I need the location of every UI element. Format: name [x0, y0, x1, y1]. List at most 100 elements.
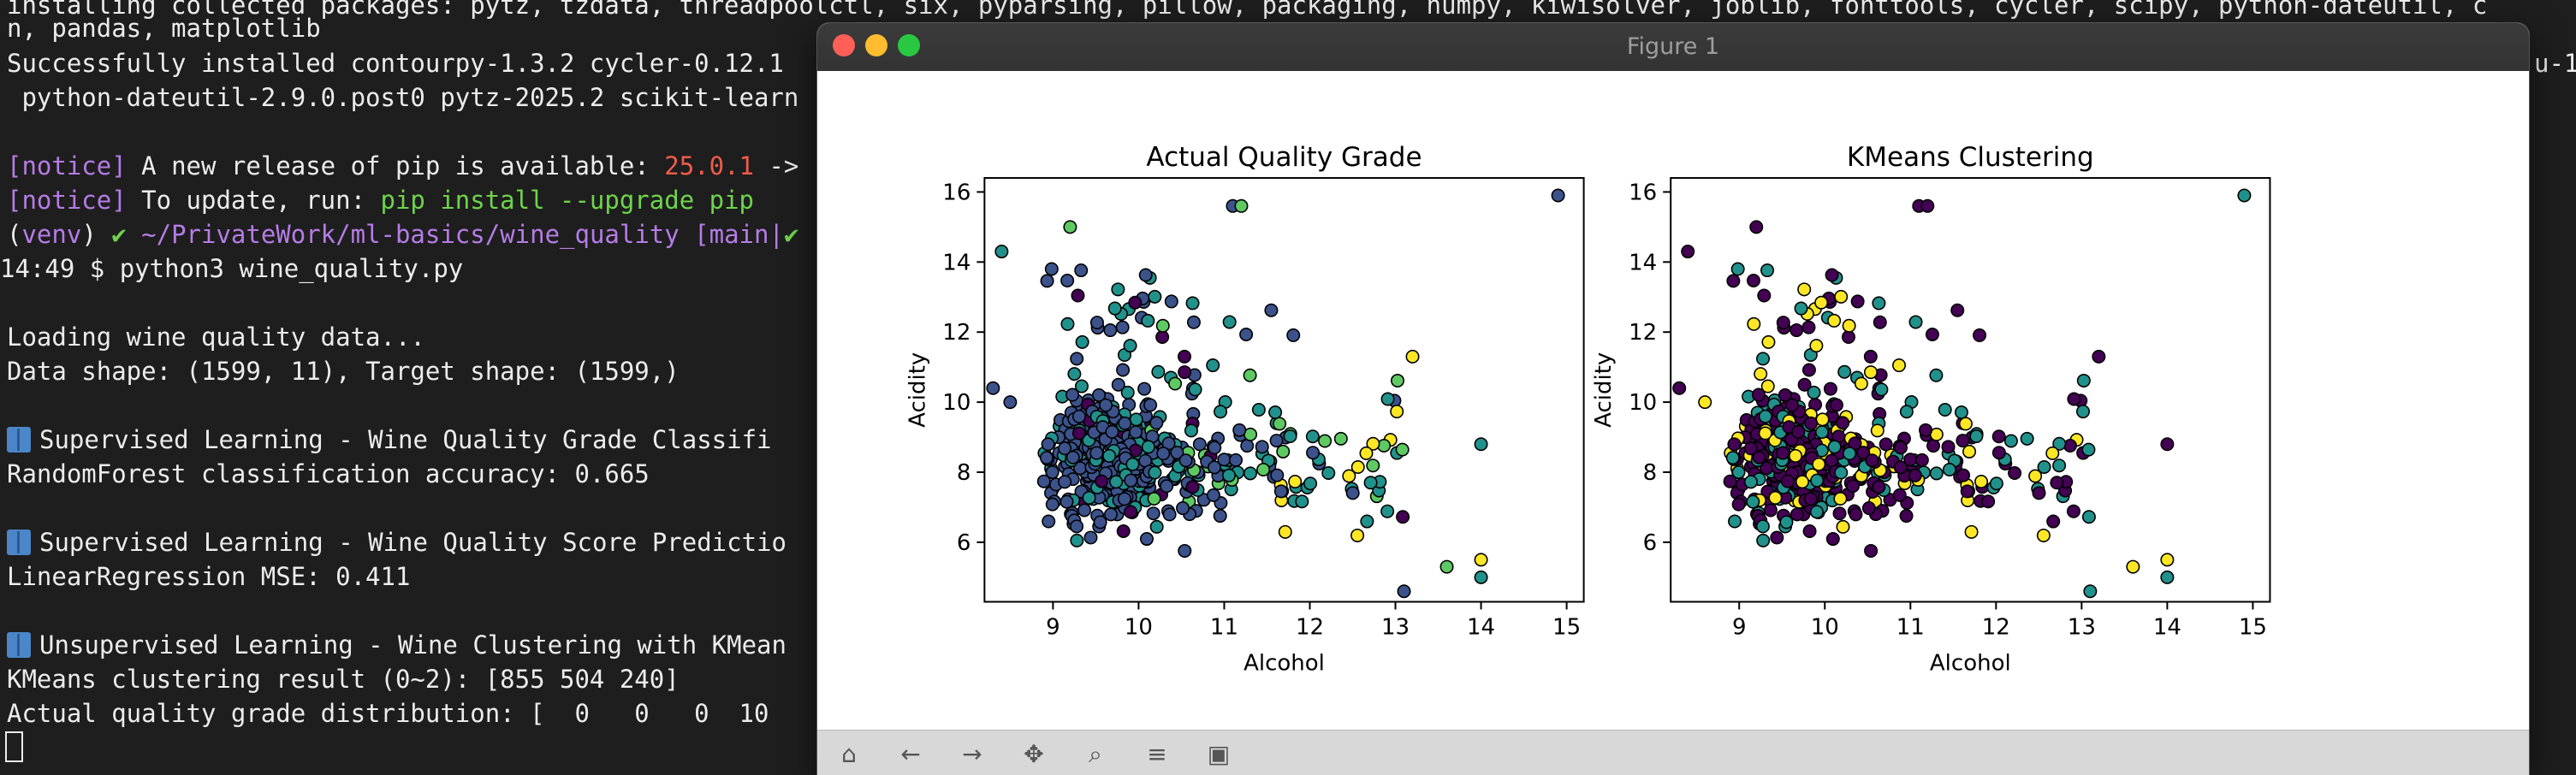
y-tick-label: 8 — [1643, 460, 1658, 486]
scatter-point — [1109, 475, 1124, 489]
scatter-point — [1807, 385, 1821, 399]
x-tick-label: 14 — [1467, 615, 1495, 641]
scatter-point — [1893, 441, 1908, 455]
minimize-button[interactable] — [865, 34, 887, 56]
scatter-point — [1768, 490, 1783, 505]
scatter-point — [1964, 524, 1979, 539]
zoom-button[interactable] — [898, 34, 920, 56]
scatter-point — [1832, 506, 1847, 521]
home-icon[interactable]: ⌂ — [841, 740, 857, 768]
scatter-point — [1814, 425, 1829, 440]
terminal-cursor[interactable] — [5, 731, 23, 765]
scatter-point — [1213, 509, 1227, 524]
scatter-point — [1156, 447, 1171, 461]
book-icon — [7, 427, 31, 453]
x-tick-label: 12 — [1982, 615, 2010, 641]
scatter-point — [1186, 315, 1201, 329]
x-tick-label: 11 — [1896, 615, 1925, 641]
prompt-venv: venv — [21, 220, 82, 249]
scatter-point — [1380, 392, 1395, 406]
save-icon[interactable]: ▣ — [1207, 740, 1231, 768]
scatter-point — [1345, 486, 1360, 500]
x-tick-label: 13 — [2068, 615, 2096, 641]
scatter-point — [2020, 431, 2034, 446]
scatter-point — [1040, 274, 1054, 288]
scatter-point — [1074, 263, 1089, 278]
scatter-point — [994, 245, 1009, 259]
y-tick-label: 14 — [942, 250, 970, 275]
scatter-point — [2126, 559, 2140, 574]
y-tick-label: 14 — [1629, 250, 1657, 275]
figure-canvas[interactable]: 9 10 11 12 13 14 15 6 8 10 12 14 16 Actual Quality Gr… — [817, 71, 2529, 775]
scatter-point — [1333, 431, 1348, 446]
scatter-point — [1208, 460, 1222, 475]
scatter-point — [1791, 424, 1806, 439]
scatter-point — [1743, 475, 1758, 489]
scatter-point — [1083, 530, 1098, 545]
figure-svg: 9 10 11 12 13 14 15 6 8 10 12 14 16 Actual Quality Gr… — [905, 142, 2271, 677]
scatter-point — [1908, 315, 1923, 329]
scatter-point — [1178, 349, 1192, 364]
output-line: LinearRegression MSE: 0.411 — [7, 562, 411, 591]
scatter-point — [1780, 474, 1795, 488]
scatter-point — [1908, 468, 1922, 482]
scatter-point — [1178, 453, 1193, 468]
scatter-point — [1754, 367, 1768, 382]
scatter-point — [1863, 349, 1878, 364]
scatter-point — [1837, 364, 1852, 379]
figure-window[interactable]: Figure 1 9 10 11 12 13 14 15 6 8 10 12 14 16 Actual Q… — [817, 23, 2529, 775]
scatter-point — [1264, 303, 1279, 317]
close-button[interactable] — [833, 34, 855, 56]
scatter-point — [1814, 295, 1829, 310]
scatter-point — [1350, 459, 1365, 474]
y-tick-label: 6 — [957, 530, 971, 556]
back-icon[interactable]: ← — [900, 740, 921, 768]
scatter-point — [1363, 476, 1378, 490]
scatter-point — [1725, 451, 1740, 465]
scatter-point — [1746, 494, 1760, 509]
scatter-point — [1730, 262, 1745, 276]
scatter-point — [1155, 318, 1170, 333]
configure-subplots-icon[interactable]: ≡ — [1147, 740, 1167, 768]
scatter-point — [1954, 405, 1968, 420]
scatter-point — [1865, 453, 1879, 468]
pan-icon[interactable]: ✥ — [1024, 740, 1044, 768]
scatter-point — [1303, 476, 1318, 491]
zoom-icon[interactable]: ⌕ — [1089, 740, 1102, 768]
scatter-point — [1170, 446, 1184, 460]
scatter-point — [1168, 376, 1183, 391]
scatter-point — [1942, 462, 1956, 476]
prompt-time: 14:49 — [0, 254, 75, 283]
scatter-point — [1240, 439, 1255, 453]
scatter-point — [1757, 288, 1772, 303]
scatter-point — [1850, 294, 1865, 309]
scatter-point — [1474, 553, 1488, 567]
scatter-point — [1342, 469, 1356, 483]
scatter-point — [1842, 318, 1856, 333]
shell-prompt: (venv) ✔ ~/PrivateWork/ml-basics/wine_qu… — [7, 217, 798, 251]
scatter-point — [1795, 475, 1809, 489]
terminal-line: installing collected packages: pytz, tzd… — [7, 0, 2487, 22]
scatter-point — [1162, 507, 1177, 522]
scatter-point — [1810, 473, 1825, 488]
scatter-point — [1804, 416, 1819, 430]
x-tick-label: 11 — [1210, 615, 1238, 641]
book-icon — [7, 632, 31, 658]
forward-icon[interactable]: → — [962, 740, 982, 768]
scatter-point — [1763, 503, 1778, 518]
scatter-point — [2052, 458, 2067, 473]
scatter-point — [1111, 282, 1125, 297]
x-tick-label: 9 — [1046, 615, 1060, 641]
scatter-point — [1726, 274, 1741, 288]
scatter-point — [1082, 490, 1096, 505]
scatter-point — [1103, 323, 1118, 338]
scatter-point — [1176, 501, 1190, 516]
scatter-point — [1065, 388, 1080, 402]
scatter-point — [1124, 505, 1138, 519]
x-tick-label: 9 — [1732, 615, 1747, 641]
scatter-point — [1747, 317, 1761, 331]
window-titlebar[interactable]: Figure 1 — [817, 23, 2529, 72]
x-tick-label: 14 — [2153, 615, 2181, 641]
scatter-point — [1827, 313, 1842, 328]
scatter-point — [1139, 532, 1154, 547]
